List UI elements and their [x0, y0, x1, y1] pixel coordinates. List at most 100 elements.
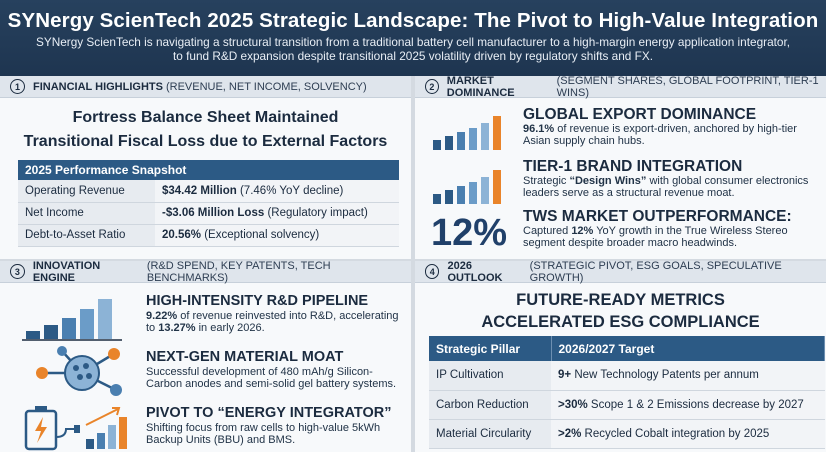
section-number: 3: [10, 264, 25, 279]
desc-bold: 12%: [571, 225, 594, 237]
innovation-engine-panel: 3 INNOVATION ENGINE (R&D SPEND, KEY PATE…: [0, 261, 411, 452]
section-label: 2026 OUTLOOK: [447, 261, 503, 284]
value-rest: (Exceptional solvency): [201, 229, 320, 241]
row-value: >2% Recycled Cobalt integration by 2025: [551, 419, 825, 449]
section-sublabel: (R&D SPEND, KEY PATENTS, TECH BENCHMARKS…: [146, 261, 331, 284]
horizontal-divider: [0, 259, 826, 261]
section-label: INNOVATION ENGINE: [32, 261, 101, 284]
panel-header: 2 MARKET DOMINANCE (SEGMENT SHARES, GLOB…: [415, 76, 826, 99]
row-label: Net Income: [18, 202, 155, 225]
list-item: GLOBAL EXPORT DOMINANCE 96.1% of revenue…: [415, 106, 826, 156]
table-row: Debt-to-Asset Ratio 20.56% (Exceptional …: [18, 224, 399, 247]
item-text: TIER-1 BRAND INTEGRATION Strategic “Desi…: [523, 158, 821, 199]
bar-chart-icon: [433, 170, 501, 204]
row-value: 20.56% (Exceptional solvency): [155, 224, 399, 247]
value-rest: (Regulatory impact): [264, 207, 368, 219]
item-title: HIGH-INTENSITY R&D PIPELINE: [146, 293, 369, 309]
section-number: 1: [10, 79, 25, 94]
table-row: IP Cultivation 9+ New Technology Patents…: [429, 361, 825, 391]
value-bold: $34.42 Million: [162, 184, 237, 197]
desc-pre: Strategic: [523, 175, 570, 187]
value-rest: (7.46% YoY decline): [236, 184, 344, 197]
item-title: TIER-1 BRAND INTEGRATION: [523, 158, 743, 175]
outlook-panel: 4 2026 OUTLOOK (STRATEGIC PIVOT, ESG GOA…: [415, 261, 826, 452]
item-text: PIVOT TO “ENERGY INTEGRATOR” Shifting fo…: [146, 405, 408, 446]
value-rest: Recycled Cobalt integration by 2025: [581, 427, 770, 440]
value-bold: -$3.06 Million Loss: [162, 207, 265, 219]
desc-text: of revenue is export-driven, anchored by…: [523, 123, 797, 147]
battery-plug-icon: [24, 406, 127, 451]
value-bold: 20.56%: [162, 229, 202, 241]
item-desc: Shifting focus from raw cells to high-va…: [146, 422, 381, 446]
list-item: HIGH-INTENSITY R&D PIPELINE 9.22% of rev…: [0, 289, 411, 343]
column-header: 2026/2027 Target: [551, 336, 825, 361]
item-title: NEXT-GEN MATERIAL MOAT: [146, 349, 344, 365]
row-value: -$3.06 Million Loss (Regulatory impact): [155, 202, 399, 225]
title-line: Transitional Fiscal Loss due to External…: [23, 133, 388, 150]
table-row: Operating Revenue $34.42 Million (7.46% …: [18, 180, 399, 203]
item-title: TWS MARKET OUTPERFORMANCE:: [523, 208, 792, 225]
panel-title: FUTURE-READY METRICS ACCELERATED ESG COM…: [415, 289, 826, 333]
item-text: NEXT-GEN MATERIAL MOAT Successful develo…: [146, 349, 408, 390]
table-row: Net Income -$3.06 Million Loss (Regulato…: [18, 202, 399, 225]
item-desc: Strategic “Design Wins” with global cons…: [523, 175, 821, 199]
row-value: 9+ New Technology Patents per annum: [551, 361, 825, 391]
row-label: Material Circularity: [429, 419, 551, 449]
market-dominance-panel: 2 MARKET DOMINANCE (SEGMENT SHARES, GLOB…: [415, 76, 826, 259]
header: SYNergy ScienTech 2025 Strategic Landsca…: [0, 0, 826, 76]
panel-header: 1 FINANCIAL HIGHLIGHTS (REVENUE, NET INC…: [0, 76, 411, 98]
page-title: SYNergy ScienTech 2025 Strategic Landsca…: [7, 9, 819, 32]
title-line: Fortress Balance Sheet Maintained: [72, 109, 339, 126]
value-bold: >2%: [558, 427, 582, 440]
section-number: 4: [425, 264, 440, 279]
value-bold: 9+: [558, 369, 572, 382]
list-item: NEXT-GEN MATERIAL MOAT Successful develo…: [0, 345, 411, 401]
row-label: Carbon Reduction: [429, 390, 551, 420]
section-sublabel: (REVENUE, NET INCOME, SOLVENCY): [165, 80, 367, 93]
value-bold: >30%: [558, 398, 588, 411]
bar-chart-icon: [433, 116, 501, 150]
section-sublabel: (SEGMENT SHARES, GLOBAL FOOTPRINT, TIER-…: [556, 76, 819, 99]
row-label: IP Cultivation: [429, 361, 551, 391]
section-label: FINANCIAL HIGHLIGHTS: [33, 80, 163, 93]
financial-highlights-panel: 1 FINANCIAL HIGHLIGHTS (REVENUE, NET INC…: [0, 76, 411, 259]
item-title: GLOBAL EXPORT DOMINANCE: [523, 106, 757, 123]
value-rest: New Technology Patents per annum: [571, 369, 759, 382]
desc-text: in early 2026.: [195, 322, 265, 334]
section-number: 2: [425, 79, 439, 94]
item-desc: Captured 12% YoY growth in the True Wire…: [523, 225, 821, 249]
desc-pre: Captured: [523, 225, 572, 237]
row-value: $34.42 Million (7.46% YoY decline): [155, 180, 399, 203]
item-desc: Successful development of 480 mAh/g Sili…: [146, 366, 397, 390]
desc-text: with global consumer electronics leaders…: [523, 175, 809, 199]
table-row: Material Circularity >2% Recycled Cobalt…: [429, 419, 825, 449]
item-desc: 96.1% of revenue is export-driven, ancho…: [523, 123, 821, 147]
desc-bold: 9.22%: [146, 310, 178, 322]
value-rest: Scope 1 & 2 Emissions decrease by 2027: [587, 398, 804, 411]
item-text: TWS MARKET OUTPERFORMANCE: Captured 12% …: [523, 208, 821, 249]
row-value: >30% Scope 1 & 2 Emissions decrease by 2…: [551, 390, 825, 420]
big-stat: 12%: [431, 212, 508, 254]
title-line: FUTURE-READY METRICS: [516, 291, 725, 309]
table-header: 2025 Performance Snapshot: [18, 160, 399, 180]
targets-table: Strategic Pillar 2026/2027 Target IP Cul…: [429, 336, 825, 449]
performance-table: 2025 Performance Snapshot Operating Reve…: [18, 160, 399, 247]
column-header: Strategic Pillar: [429, 336, 552, 361]
title-line: ACCELERATED ESG COMPLIANCE: [481, 313, 760, 331]
item-title: PIVOT TO “ENERGY INTEGRATOR”: [146, 405, 392, 421]
item-text: GLOBAL EXPORT DOMINANCE 96.1% of revenue…: [523, 106, 821, 147]
row-label: Operating Revenue: [18, 180, 155, 203]
list-item: PIVOT TO “ENERGY INTEGRATOR” Shifting fo…: [0, 401, 411, 451]
bar-growth-icon: [22, 299, 122, 341]
item-desc: 9.22% of revenue reinvested into R&D, ac…: [146, 310, 408, 334]
table-row: Carbon Reduction >30% Scope 1 & 2 Emissi…: [429, 390, 825, 420]
item-text: HIGH-INTENSITY R&D PIPELINE 9.22% of rev…: [146, 293, 408, 334]
row-label: Debt-to-Asset Ratio: [18, 224, 155, 247]
list-item: 12% TWS MARKET OUTPERFORMANCE: Captured …: [415, 208, 826, 256]
panel-header: 4 2026 OUTLOOK (STRATEGIC PIVOT, ESG GOA…: [415, 261, 826, 284]
desc-text: YoY growth in the True Wireless Stereo s…: [523, 225, 788, 249]
desc-text: of revenue reinvested into R&D, accelera…: [146, 310, 399, 334]
list-item: TIER-1 BRAND INTEGRATION Strategic “Desi…: [415, 158, 826, 208]
page-subtitle: SYNergy ScienTech is navigating a struct…: [35, 35, 791, 63]
desc-bold: 96.1%: [523, 123, 555, 135]
